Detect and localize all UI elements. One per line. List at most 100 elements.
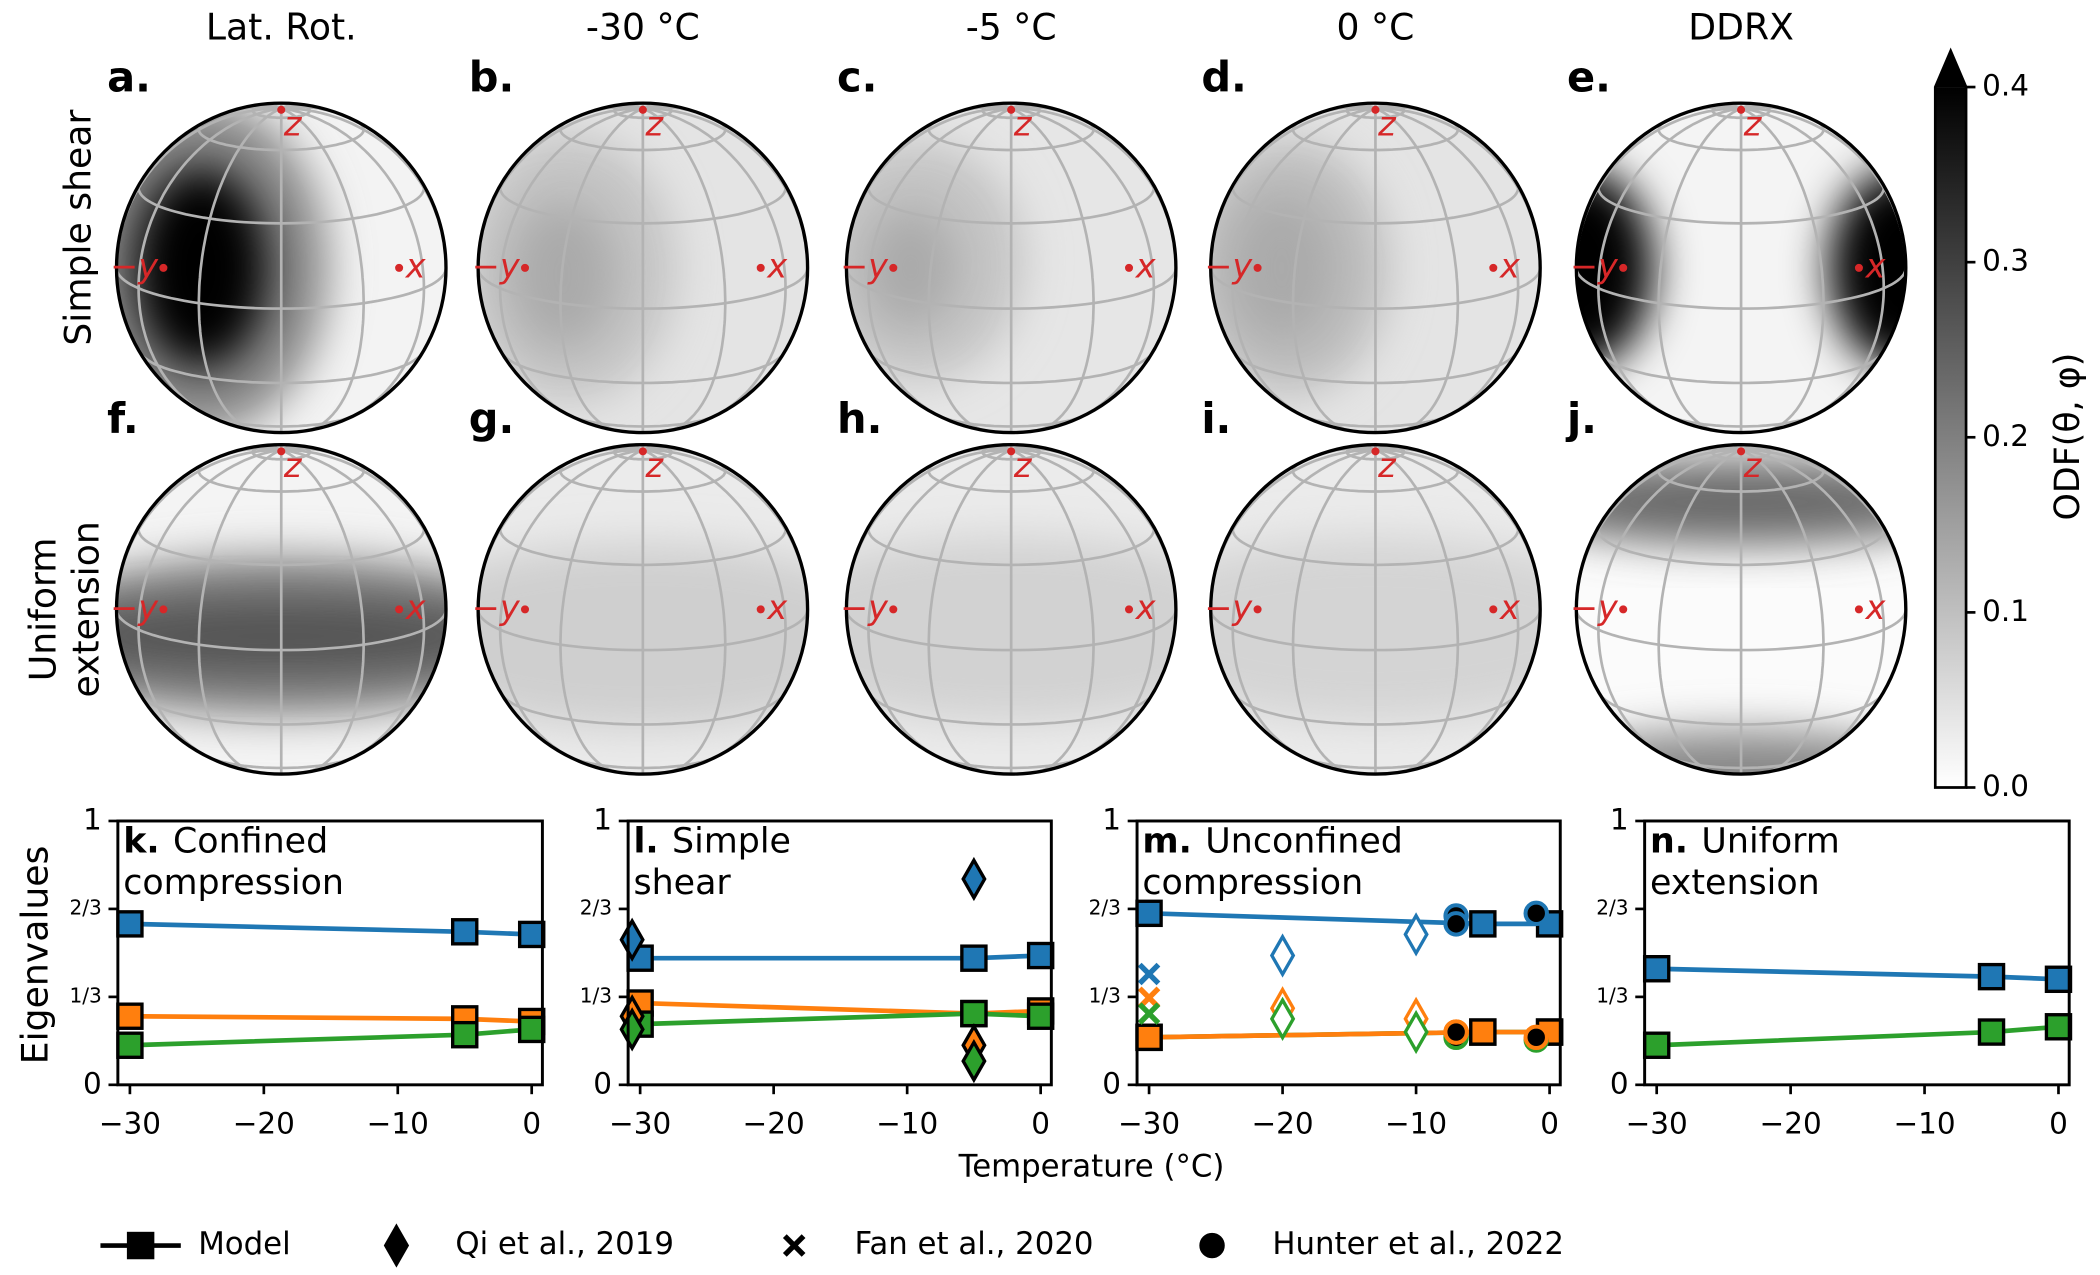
axis-point: [889, 263, 898, 272]
y-tick-label: 0: [1610, 1066, 1629, 1100]
axis-label: −y: [1570, 246, 1619, 285]
y-tick-label: 2/3: [69, 895, 101, 919]
panel-label: g.: [469, 394, 514, 443]
plot-area: [116, 910, 546, 1059]
sphere-grid: [281, 106, 426, 420]
y-tick-label: 1/3: [1089, 983, 1121, 1007]
plot-area: [1135, 899, 1564, 1055]
axis-label: −y: [110, 246, 159, 285]
axis-label: x: [1865, 588, 1887, 627]
sphere-outline: [1574, 101, 1908, 435]
axis-label: −y: [1204, 588, 1253, 627]
chart-title: Uniform: [1701, 821, 1839, 861]
row-label: extension: [64, 521, 107, 697]
axis-label: z: [645, 104, 665, 143]
column-title: -5 °C: [966, 5, 1057, 48]
x-tick-label: −10: [1893, 1107, 1955, 1141]
marker: [1135, 1023, 1163, 1052]
axes-frame: [1643, 819, 2071, 1087]
marker: [1269, 996, 1296, 1041]
x-tick-label: 0: [2049, 1107, 2068, 1141]
axis-label: x: [766, 246, 788, 285]
sphere-grid: [1657, 107, 1742, 433]
sphere-grid: [642, 106, 787, 420]
axis-label: z: [1377, 446, 1397, 485]
chart-title: extension: [1650, 863, 1820, 903]
axis-point: [638, 447, 647, 456]
sphere-grid: [1597, 448, 1742, 761]
colorbar-tick-label: 0.2: [1982, 419, 2029, 453]
sphere-grid: [280, 448, 365, 774]
axis-label: −y: [472, 246, 521, 285]
colorbar-extension: [1935, 50, 1967, 88]
chart-title: Simple: [672, 821, 791, 861]
panel-label: i.: [1201, 394, 1231, 443]
sphere-grid: [559, 448, 644, 774]
colorbar-tick-label: 0.4: [1982, 69, 2029, 103]
axis-point: [1489, 605, 1498, 614]
y-tick-label: 0: [1102, 1066, 1121, 1100]
marker: [451, 1020, 479, 1049]
axis-point: [1007, 447, 1016, 456]
axis-point: [756, 605, 765, 614]
column-title: Lat. Rot.: [206, 5, 357, 48]
sphere-grid: [280, 107, 365, 433]
marker: [1403, 912, 1429, 957]
x-tick-label: −30: [1626, 1107, 1688, 1141]
y-tick-label: 1: [1102, 802, 1121, 836]
sphere-outline: [1574, 442, 1908, 776]
y-tick-label: 1/3: [69, 983, 101, 1007]
axis-point: [277, 105, 286, 114]
marker: [1642, 1031, 1671, 1059]
axis-point: [277, 447, 286, 456]
sphere-grid: [1374, 448, 1460, 774]
axis-label: z: [283, 104, 303, 143]
panel-label: c.: [837, 52, 877, 101]
legend-label: Model: [198, 1226, 290, 1262]
sphere-grid: [559, 107, 644, 433]
axis-label: −y: [472, 588, 521, 627]
panel-label: d.: [1201, 52, 1246, 101]
marker: [517, 920, 546, 949]
legend-label: Hunter et al., 2022: [1272, 1226, 1564, 1262]
colorbar-label: ODF(θ, φ): [2048, 353, 2088, 521]
colorbar-tick-label: 0.1: [1982, 594, 2029, 628]
marker: [116, 910, 144, 938]
marker: [2044, 1013, 2073, 1041]
axes-frame: [116, 819, 544, 1087]
axis-point: [1125, 605, 1134, 614]
sphere-outline: [844, 101, 1178, 435]
axis-point: [1371, 447, 1380, 456]
sphere-grid: [1291, 448, 1377, 774]
odf-shading: [1828, 167, 1906, 369]
axis-point: [889, 605, 898, 614]
legend-marker: [1199, 1232, 1225, 1259]
marker: [960, 999, 988, 1028]
column-title: 0 °C: [1337, 5, 1415, 48]
sphere-grid: [867, 448, 1012, 761]
sphere-outline: [1209, 101, 1542, 435]
axis-point: [520, 263, 530, 272]
chart-title: Confined: [173, 821, 328, 861]
sphere-outline: [476, 442, 810, 776]
marker: [961, 856, 987, 902]
y-tick-label: 1: [593, 802, 612, 836]
axis-point: [1619, 263, 1628, 272]
sphere-grid: [1740, 106, 1886, 420]
sphere-grid: [1010, 448, 1156, 761]
sphere-grid: [1010, 107, 1095, 433]
marker: [1977, 962, 2006, 991]
axis-point: [395, 263, 404, 272]
sphere-grid: [642, 448, 787, 761]
marker: [1523, 900, 1549, 927]
axes-frame: [1135, 819, 1562, 1087]
sphere: [478, 444, 808, 775]
y-axis-label: Eigenvalues: [14, 846, 57, 1065]
x-axis-label: Temperature (°C): [958, 1148, 1225, 1184]
sphere-grid: [1740, 448, 1825, 774]
x-tick-label: −20: [233, 1107, 295, 1141]
marker: [451, 918, 479, 946]
y-tick-label: 1: [83, 802, 102, 836]
y-tick-label: 2/3: [1596, 895, 1628, 919]
